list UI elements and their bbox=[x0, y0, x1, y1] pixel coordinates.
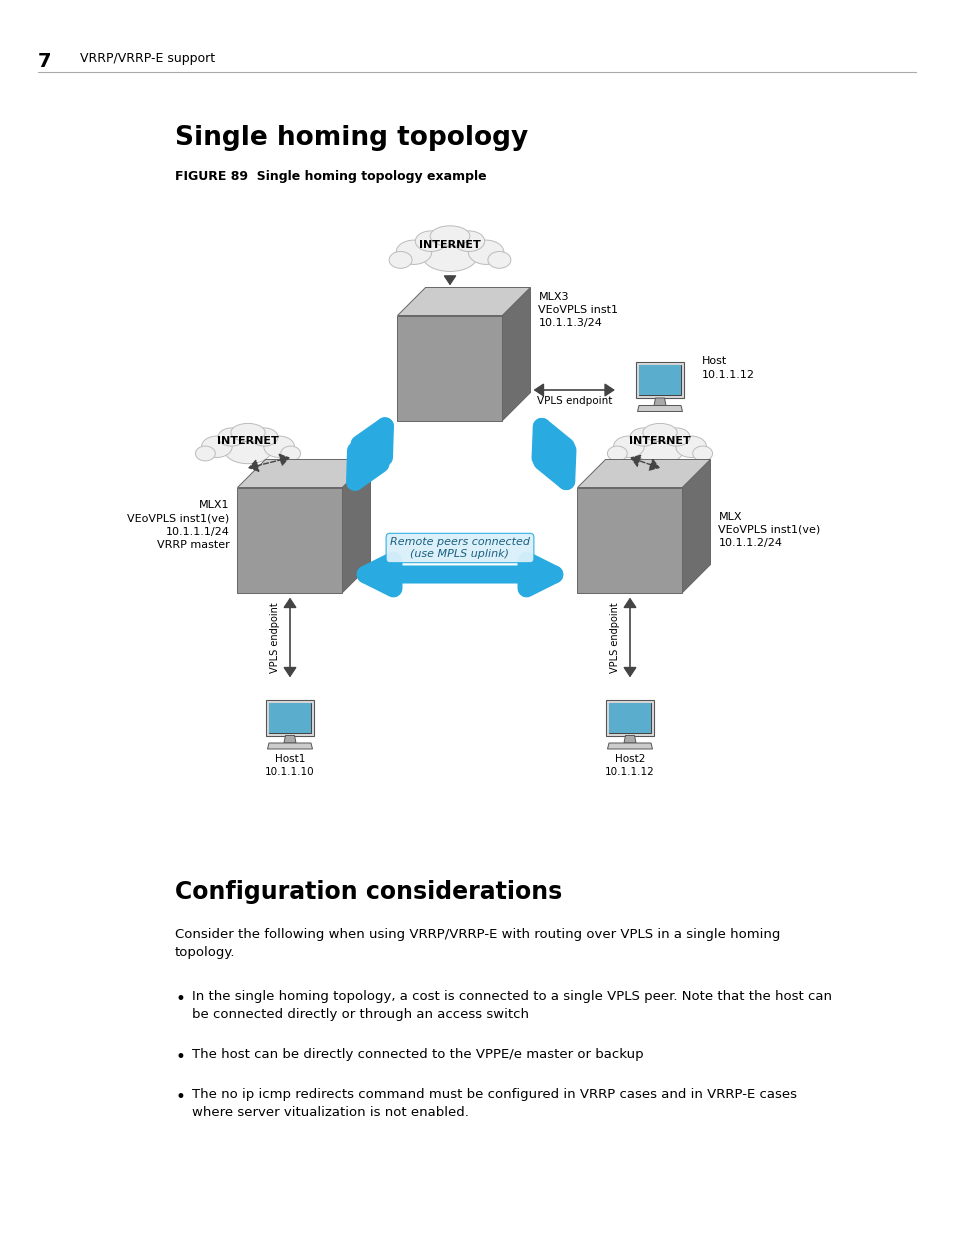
Ellipse shape bbox=[642, 424, 677, 442]
Ellipse shape bbox=[395, 240, 431, 264]
FancyBboxPatch shape bbox=[639, 366, 679, 395]
Ellipse shape bbox=[692, 446, 712, 461]
Polygon shape bbox=[284, 736, 295, 743]
Polygon shape bbox=[606, 699, 653, 736]
FancyArrowPatch shape bbox=[535, 384, 613, 395]
Polygon shape bbox=[266, 699, 314, 736]
Ellipse shape bbox=[422, 242, 476, 272]
Polygon shape bbox=[237, 459, 370, 488]
Text: INTERNET: INTERNET bbox=[418, 240, 480, 249]
Ellipse shape bbox=[468, 240, 503, 264]
Ellipse shape bbox=[231, 424, 265, 442]
Text: •: • bbox=[175, 1049, 186, 1066]
Text: Remote peers connected
(use MPLS uplink): Remote peers connected (use MPLS uplink) bbox=[390, 537, 530, 558]
Polygon shape bbox=[654, 398, 665, 405]
Polygon shape bbox=[636, 362, 683, 398]
Text: 7: 7 bbox=[38, 52, 51, 70]
Ellipse shape bbox=[251, 427, 277, 446]
Polygon shape bbox=[681, 459, 710, 593]
Polygon shape bbox=[577, 459, 710, 488]
Text: In the single homing topology, a cost is connected to a single VPLS peer. Note t: In the single homing topology, a cost is… bbox=[192, 990, 831, 1021]
Text: Host1
10.1.1.10: Host1 10.1.1.10 bbox=[265, 753, 314, 777]
Text: VPLS endpoint: VPLS endpoint bbox=[270, 603, 280, 673]
FancyArrowPatch shape bbox=[540, 427, 567, 482]
FancyBboxPatch shape bbox=[609, 703, 650, 732]
Text: Single homing topology: Single homing topology bbox=[174, 125, 528, 151]
Polygon shape bbox=[577, 488, 681, 593]
Ellipse shape bbox=[636, 437, 682, 463]
Text: INTERNET: INTERNET bbox=[217, 436, 278, 446]
Polygon shape bbox=[237, 488, 342, 593]
FancyArrowPatch shape bbox=[631, 456, 659, 471]
Text: The host can be directly connected to the VPPE/e master or backup: The host can be directly connected to th… bbox=[192, 1049, 643, 1061]
Text: The no ip icmp redirects command must be configured in VRRP cases and in VRRP-E : The no ip icmp redirects command must be… bbox=[192, 1088, 796, 1119]
Text: MLX1
VEoVPLS inst1(ve)
10.1.1.1/24
VRRP master: MLX1 VEoVPLS inst1(ve) 10.1.1.1/24 VRRP … bbox=[127, 500, 230, 550]
Text: •: • bbox=[175, 1088, 186, 1107]
Text: •: • bbox=[175, 990, 186, 1008]
Ellipse shape bbox=[389, 252, 412, 268]
Polygon shape bbox=[342, 459, 370, 593]
Ellipse shape bbox=[453, 231, 484, 252]
Text: Host
10.1.1.12: Host 10.1.1.12 bbox=[701, 356, 754, 380]
Ellipse shape bbox=[607, 446, 627, 461]
Text: VPLS endpoint: VPLS endpoint bbox=[536, 396, 611, 406]
Ellipse shape bbox=[662, 427, 689, 446]
FancyBboxPatch shape bbox=[609, 703, 650, 732]
FancyBboxPatch shape bbox=[269, 703, 311, 732]
Text: VPLS endpoint: VPLS endpoint bbox=[609, 603, 619, 673]
Polygon shape bbox=[397, 288, 530, 315]
Text: MLX3
VEoVPLS inst1
10.1.1.3/24: MLX3 VEoVPLS inst1 10.1.1.3/24 bbox=[537, 291, 618, 329]
Polygon shape bbox=[397, 315, 502, 420]
Ellipse shape bbox=[264, 436, 294, 457]
FancyBboxPatch shape bbox=[269, 703, 311, 732]
Ellipse shape bbox=[487, 252, 511, 268]
Text: MLX
VEoVPLS inst1(ve)
10.1.1.2/24: MLX VEoVPLS inst1(ve) 10.1.1.2/24 bbox=[718, 511, 820, 548]
Polygon shape bbox=[267, 743, 313, 748]
Ellipse shape bbox=[280, 446, 300, 461]
Text: INTERNET: INTERNET bbox=[628, 436, 690, 446]
FancyArrowPatch shape bbox=[355, 426, 384, 482]
Text: Host2
10.1.1.12: Host2 10.1.1.12 bbox=[604, 753, 654, 777]
Text: FIGURE 89  Single homing topology example: FIGURE 89 Single homing topology example bbox=[174, 170, 486, 183]
FancyArrowPatch shape bbox=[444, 275, 456, 284]
Polygon shape bbox=[607, 743, 652, 748]
Ellipse shape bbox=[613, 436, 643, 457]
FancyBboxPatch shape bbox=[639, 366, 679, 395]
Ellipse shape bbox=[218, 427, 245, 446]
FancyArrowPatch shape bbox=[284, 599, 295, 676]
Text: Configuration considerations: Configuration considerations bbox=[174, 881, 561, 904]
Polygon shape bbox=[637, 405, 681, 411]
FancyArrowPatch shape bbox=[365, 561, 554, 588]
Ellipse shape bbox=[201, 436, 232, 457]
Ellipse shape bbox=[415, 231, 446, 252]
Polygon shape bbox=[623, 736, 636, 743]
Ellipse shape bbox=[675, 436, 706, 457]
Ellipse shape bbox=[195, 446, 215, 461]
Ellipse shape bbox=[629, 427, 657, 446]
Text: Consider the following when using VRRP/VRRP-E with routing over VPLS in a single: Consider the following when using VRRP/V… bbox=[174, 927, 780, 960]
FancyArrowPatch shape bbox=[624, 599, 635, 676]
Ellipse shape bbox=[430, 226, 470, 247]
Text: VRRP/VRRP-E support: VRRP/VRRP-E support bbox=[80, 52, 214, 65]
Ellipse shape bbox=[224, 437, 272, 463]
FancyArrowPatch shape bbox=[249, 454, 289, 471]
Polygon shape bbox=[502, 288, 530, 420]
